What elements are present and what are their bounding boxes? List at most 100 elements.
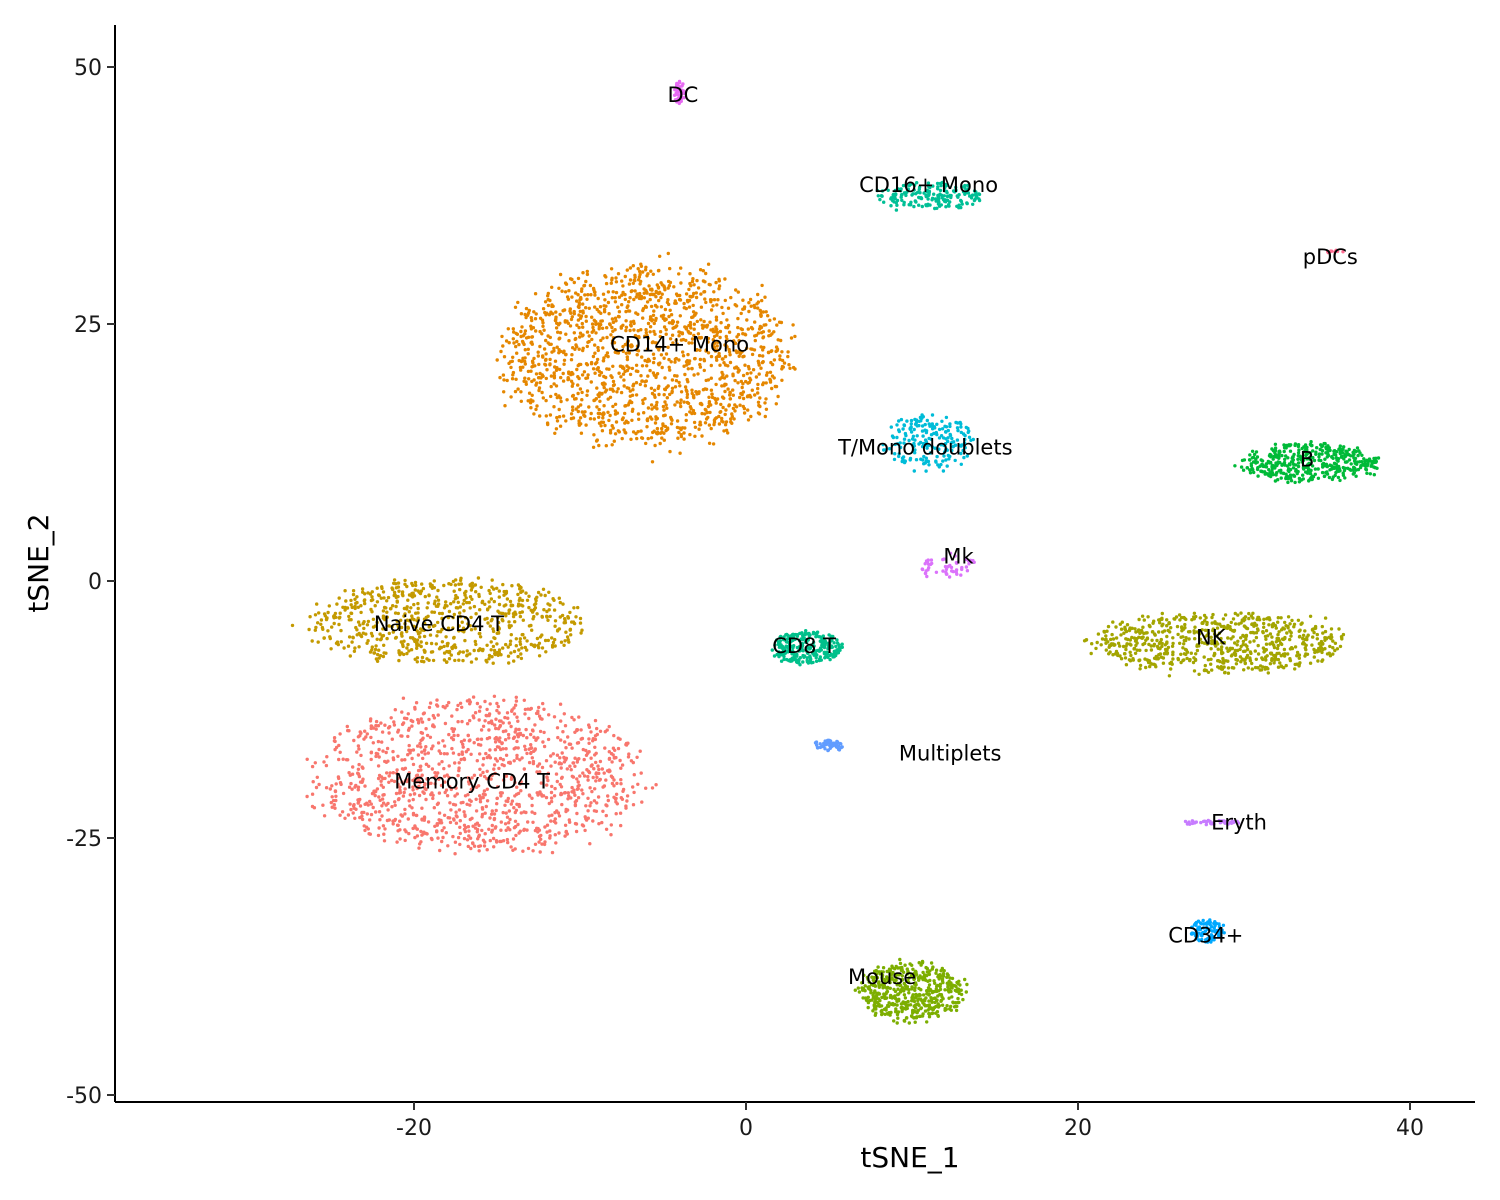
scatter-point: [777, 320, 782, 324]
scatter-point: [682, 437, 686, 441]
scatter-point: [1297, 653, 1302, 657]
scatter-point: [477, 709, 482, 713]
scatter-point: [547, 590, 551, 594]
scatter-point: [533, 723, 537, 727]
scatter-point: [639, 374, 643, 378]
scatter-point: [914, 200, 918, 204]
scatter-point: [374, 754, 378, 759]
scatter-point: [512, 659, 516, 663]
scatter-point: [415, 638, 420, 642]
scatter-point: [590, 789, 594, 794]
scatter-point: [484, 804, 488, 809]
scatter-point: [635, 755, 639, 759]
scatter-point: [570, 394, 575, 398]
scatter-point: [391, 604, 395, 608]
scatter-point: [335, 602, 339, 606]
scatter-point: [487, 827, 491, 831]
scatter-point: [1297, 476, 1302, 481]
scatter-point: [449, 736, 454, 740]
scatter-point: [1111, 620, 1115, 624]
scatter-point: [505, 597, 510, 601]
scatter-point: [693, 434, 697, 438]
scatter-point: [668, 368, 672, 372]
scatter-point: [354, 807, 358, 811]
scatter-point: [498, 375, 502, 380]
scatter-point: [764, 397, 768, 401]
scatter-point: [1328, 644, 1332, 649]
scatter-point: [390, 737, 394, 741]
scatter-point: [475, 830, 479, 834]
scatter-point: [1308, 661, 1313, 665]
scatter-point: [420, 582, 424, 586]
scatter-point: [721, 311, 725, 316]
scatter-point: [607, 756, 612, 761]
scatter-point: [964, 425, 968, 430]
scatter-point: [533, 364, 537, 368]
scatter-point: [398, 837, 402, 841]
scatter-point: [549, 764, 553, 768]
scatter-point: [593, 343, 597, 347]
scatter-point: [1220, 651, 1224, 656]
scatter-point: [614, 280, 619, 284]
scatter-point: [541, 740, 545, 744]
scatter-point: [652, 373, 657, 377]
scatter-point: [1248, 640, 1252, 644]
scatter-point: [667, 321, 672, 325]
scatter-point: [387, 780, 391, 784]
scatter-point: [331, 798, 336, 803]
scatter-point: [587, 334, 591, 338]
scatter-point: [548, 614, 552, 619]
scatter-point: [759, 366, 763, 370]
scatter-point: [736, 381, 740, 385]
scatter-point: [533, 748, 537, 752]
scatter-point: [454, 821, 459, 825]
scatter-point: [1148, 664, 1152, 669]
scatter-point: [452, 636, 456, 640]
scatter-point: [466, 733, 470, 738]
scatter-point: [563, 281, 568, 285]
scatter-point: [789, 336, 794, 340]
scatter-point: [406, 734, 410, 739]
scatter-point: [516, 387, 520, 391]
scatter-point: [415, 834, 420, 838]
scatter-point: [1293, 645, 1298, 649]
scatter-point: [577, 715, 581, 719]
scatter-point: [501, 778, 506, 782]
scatter-point: [440, 611, 444, 616]
scatter-point: [597, 443, 601, 448]
scatter-point: [461, 742, 465, 746]
scatter-point: [521, 341, 525, 345]
scatter-point: [672, 285, 676, 289]
scatter-point: [655, 372, 660, 376]
scatter-point: [429, 747, 434, 751]
scatter-point: [645, 418, 649, 422]
scatter-point: [656, 286, 661, 290]
scatter-point: [477, 823, 481, 828]
scatter-point: [326, 629, 330, 633]
scatter-point: [490, 585, 494, 589]
scatter-point: [764, 373, 769, 377]
scatter-point: [1247, 616, 1251, 621]
scatter-point: [420, 773, 424, 777]
scatter-point: [532, 378, 536, 382]
scatter-point: [504, 747, 508, 751]
scatter-point: [598, 759, 603, 764]
scatter-point: [584, 818, 589, 822]
scatter-point: [1254, 657, 1259, 661]
scatter-point: [453, 658, 457, 663]
scatter-point: [588, 283, 593, 288]
scatter-point: [523, 362, 527, 366]
scatter-point: [1179, 635, 1183, 639]
scatter-point: [685, 389, 689, 394]
scatter-point: [685, 395, 689, 400]
scatter-point: [552, 374, 557, 378]
scatter-point: [533, 317, 538, 321]
scatter-point: [704, 300, 708, 305]
scatter-point: [576, 383, 580, 387]
scatter-point: [575, 787, 580, 791]
scatter-point: [595, 357, 600, 362]
scatter-point: [535, 404, 539, 408]
scatter-point: [1247, 611, 1251, 616]
scatter-point: [1328, 463, 1333, 467]
scatter-point: [909, 422, 913, 426]
